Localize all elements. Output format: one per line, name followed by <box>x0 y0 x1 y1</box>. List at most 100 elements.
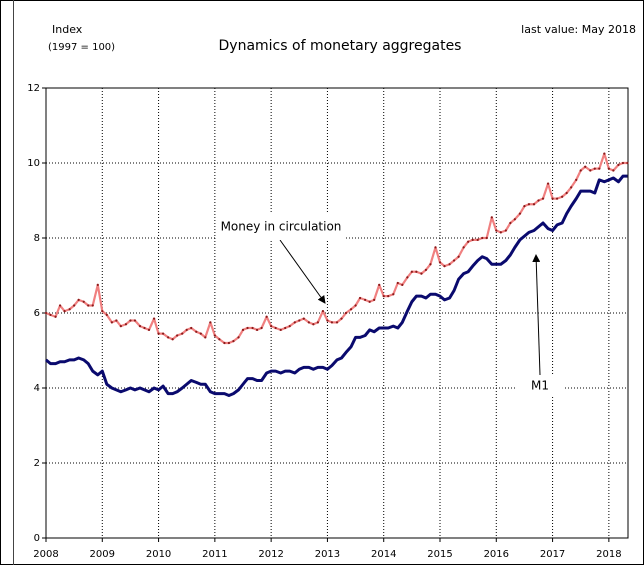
series-marker <box>358 296 362 300</box>
series-marker <box>364 298 367 301</box>
series-marker <box>298 319 301 322</box>
series-marker <box>621 161 625 165</box>
series-marker <box>284 326 287 330</box>
series-marker <box>467 240 470 243</box>
y-axis-note: (1997 = 100) <box>48 42 115 53</box>
series-marker <box>452 259 456 262</box>
series-marker <box>344 311 348 315</box>
x-tick-label: 2009 <box>90 549 115 560</box>
series-marker <box>354 304 357 307</box>
series-marker <box>593 167 596 170</box>
series-marker <box>406 276 409 279</box>
series-marker <box>138 325 142 328</box>
series-marker <box>617 163 620 166</box>
series-marker <box>429 263 432 266</box>
series-marker <box>378 283 381 286</box>
x-tick-label: 2015 <box>427 549 452 560</box>
series-marker <box>410 270 413 273</box>
series-marker <box>382 295 385 298</box>
series-marker <box>387 295 390 298</box>
series-marker <box>265 315 268 318</box>
series-marker <box>424 268 428 271</box>
annotation-box <box>216 214 346 240</box>
series-marker <box>274 326 277 330</box>
series-marker <box>565 191 568 195</box>
series-marker <box>476 238 479 241</box>
series-marker <box>147 328 151 331</box>
annotation-label: M1 <box>531 379 549 393</box>
series-marker <box>133 319 137 322</box>
series-marker <box>152 317 156 320</box>
series-marker <box>570 186 573 189</box>
series-marker <box>527 203 531 206</box>
series-marker <box>307 321 310 324</box>
series-marker <box>232 340 235 343</box>
series-marker <box>185 328 188 331</box>
series-marker <box>555 197 559 200</box>
series-marker <box>612 169 615 172</box>
series-line <box>45 174 628 397</box>
y-tick-label: 12 <box>27 83 40 94</box>
series-marker <box>481 236 484 240</box>
series-marker <box>598 167 601 170</box>
series-marker <box>63 310 66 313</box>
series-marker <box>490 216 493 219</box>
series-marker <box>124 323 128 326</box>
x-tick-label: 2008 <box>33 549 58 560</box>
series-marker <box>171 338 174 341</box>
series-marker <box>101 310 104 313</box>
series-marker <box>504 229 507 232</box>
series-marker <box>373 298 376 301</box>
series-marker <box>518 212 522 215</box>
series-marker <box>589 169 592 172</box>
series-marker <box>579 169 582 172</box>
series-marker <box>330 321 334 324</box>
series-marker <box>513 218 516 221</box>
series-marker <box>251 326 254 330</box>
series-marker <box>227 341 231 345</box>
series-marker <box>415 270 418 273</box>
series-marker <box>396 281 399 285</box>
series-marker <box>575 178 578 181</box>
series-marker <box>349 308 353 311</box>
y-tick-label: 0 <box>34 533 40 544</box>
series-marker <box>199 332 202 335</box>
series-marker <box>167 336 170 339</box>
series-marker <box>105 313 108 316</box>
series-marker <box>195 330 198 333</box>
series-marker <box>49 313 52 316</box>
series-marker <box>255 328 259 331</box>
series-marker <box>434 246 437 249</box>
series-marker <box>438 261 442 264</box>
series-marker <box>302 317 305 320</box>
series-marker <box>237 336 240 339</box>
series-marker <box>312 323 315 326</box>
series-marker <box>68 308 71 311</box>
series-marker <box>176 334 179 337</box>
chart-title: Dynamics of monetary aggregates <box>219 38 462 54</box>
series-marker <box>161 332 165 335</box>
y-tick-label: 2 <box>34 458 40 469</box>
series-marker <box>181 332 184 335</box>
series-marker <box>561 195 564 198</box>
series-marker <box>607 167 610 170</box>
series-marker <box>209 321 212 324</box>
series-marker <box>204 336 207 339</box>
annotation-arrow <box>532 254 541 376</box>
series-marker <box>143 326 146 330</box>
series-marker <box>448 263 451 266</box>
series-marker <box>246 326 249 330</box>
series-marker <box>335 321 339 324</box>
series-marker <box>241 328 245 331</box>
series-marker <box>457 255 460 258</box>
series-marker <box>288 325 291 328</box>
x-tick-label: 2010 <box>146 549 171 560</box>
series-marker <box>223 341 226 345</box>
series-marker <box>54 315 57 318</box>
series-marker <box>340 317 343 320</box>
x-tick-label: 2013 <box>315 549 340 560</box>
series-marker <box>77 298 80 301</box>
series-marker <box>326 319 329 322</box>
series-marker <box>392 293 395 296</box>
